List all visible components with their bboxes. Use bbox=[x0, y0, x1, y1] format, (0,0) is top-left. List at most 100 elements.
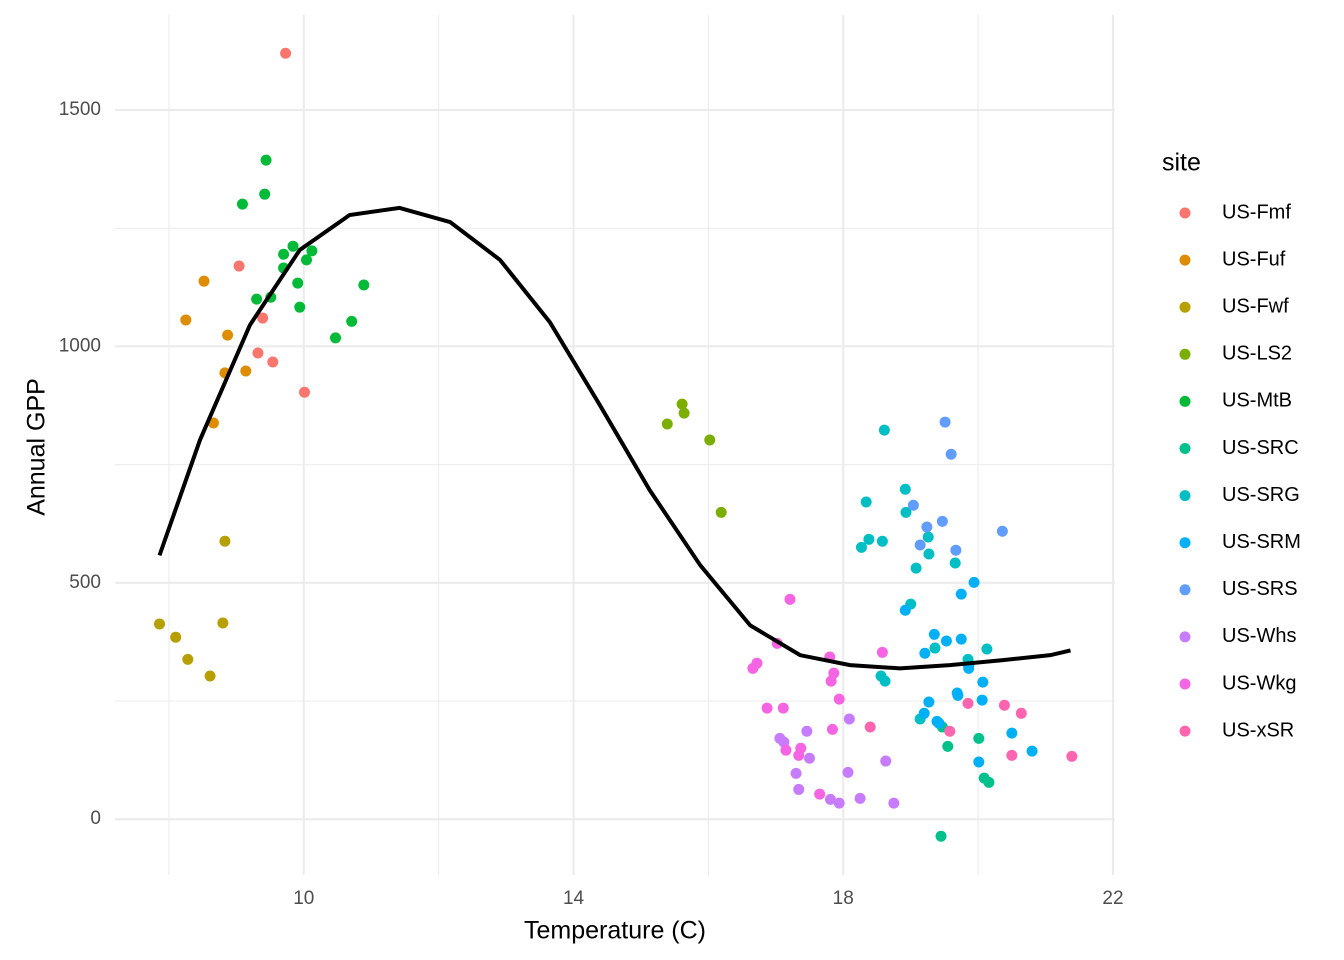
point bbox=[962, 697, 974, 709]
point bbox=[864, 721, 876, 733]
point bbox=[860, 496, 872, 508]
point bbox=[217, 617, 229, 629]
y-tick-label: 1500 bbox=[59, 99, 101, 120]
point bbox=[973, 756, 985, 768]
point bbox=[843, 713, 855, 725]
legend-label: US-LS2 bbox=[1222, 343, 1292, 365]
y-axis-label: Annual GPP bbox=[23, 378, 51, 516]
point bbox=[879, 675, 891, 687]
point bbox=[929, 642, 941, 654]
point bbox=[968, 576, 980, 588]
point bbox=[922, 531, 934, 543]
point bbox=[1066, 750, 1078, 762]
point bbox=[780, 744, 792, 756]
point bbox=[888, 797, 900, 809]
legend-swatch bbox=[1179, 207, 1191, 219]
point bbox=[233, 260, 245, 272]
legend-label: US-Fmf bbox=[1222, 201, 1291, 223]
point bbox=[260, 154, 272, 166]
point bbox=[814, 788, 826, 800]
point bbox=[878, 424, 890, 436]
point bbox=[1006, 727, 1018, 739]
point bbox=[936, 515, 948, 527]
trend-line bbox=[157, 205, 1071, 671]
point bbox=[825, 675, 837, 687]
point bbox=[824, 793, 836, 805]
point bbox=[945, 448, 957, 460]
legend-label: US-SRC bbox=[1222, 437, 1299, 459]
legend-title: site bbox=[1162, 149, 1201, 177]
point bbox=[940, 635, 952, 647]
point bbox=[900, 506, 912, 518]
point bbox=[842, 766, 854, 778]
point bbox=[944, 725, 956, 737]
point bbox=[280, 47, 292, 59]
point bbox=[880, 755, 892, 767]
point bbox=[298, 386, 310, 398]
point bbox=[257, 312, 269, 324]
legend-swatch bbox=[1179, 348, 1191, 360]
point bbox=[252, 347, 264, 359]
point bbox=[833, 797, 845, 809]
x-tick-label: 22 bbox=[1102, 888, 1123, 909]
point bbox=[198, 275, 210, 287]
point bbox=[182, 653, 194, 665]
point bbox=[876, 646, 888, 658]
point bbox=[301, 254, 313, 266]
point bbox=[661, 418, 673, 430]
legend-swatch bbox=[1179, 584, 1191, 596]
point bbox=[793, 749, 805, 761]
legend-swatch bbox=[1179, 631, 1191, 643]
y-tick-label: 1000 bbox=[59, 335, 101, 356]
point bbox=[854, 792, 866, 804]
point bbox=[329, 332, 341, 344]
point bbox=[981, 643, 993, 655]
point bbox=[678, 407, 690, 419]
legend-label: US-Wkg bbox=[1222, 672, 1296, 694]
point bbox=[983, 776, 995, 788]
point bbox=[259, 188, 271, 200]
legend-swatch bbox=[1179, 254, 1191, 266]
point bbox=[222, 329, 234, 341]
point bbox=[204, 670, 216, 682]
legend-label: US-xSR bbox=[1222, 719, 1294, 741]
legend-swatch bbox=[1179, 725, 1191, 737]
legend-label: US-SRM bbox=[1222, 531, 1301, 553]
legend-label: US-Fuf bbox=[1222, 248, 1286, 270]
point bbox=[955, 633, 967, 645]
point bbox=[784, 593, 796, 605]
point bbox=[801, 725, 813, 737]
point bbox=[346, 315, 358, 327]
point bbox=[715, 506, 727, 518]
point bbox=[918, 707, 930, 719]
point bbox=[777, 702, 789, 714]
point bbox=[923, 548, 935, 560]
point bbox=[306, 245, 318, 257]
x-tick-label: 18 bbox=[833, 888, 854, 909]
point bbox=[955, 588, 967, 600]
point bbox=[1015, 707, 1027, 719]
point bbox=[793, 783, 805, 795]
point bbox=[219, 535, 231, 547]
legend-swatch bbox=[1179, 395, 1191, 407]
legend-swatch bbox=[1179, 678, 1191, 690]
y-tick-label: 500 bbox=[69, 572, 101, 593]
point bbox=[923, 696, 935, 708]
point bbox=[919, 647, 931, 659]
point bbox=[790, 767, 802, 779]
point bbox=[180, 314, 192, 326]
y-tick-label: 0 bbox=[90, 808, 101, 829]
point bbox=[676, 398, 688, 410]
point bbox=[826, 723, 838, 735]
point bbox=[1026, 745, 1038, 757]
point bbox=[996, 525, 1008, 537]
point bbox=[1006, 749, 1018, 761]
legend-swatch bbox=[1179, 537, 1191, 549]
point bbox=[804, 752, 816, 764]
legend-swatch bbox=[1179, 301, 1191, 313]
point bbox=[949, 557, 961, 569]
legend-swatch bbox=[1179, 490, 1191, 502]
point bbox=[899, 604, 911, 616]
legend-label: US-SRS bbox=[1222, 578, 1298, 600]
legend-label: US-SRG bbox=[1222, 484, 1300, 506]
